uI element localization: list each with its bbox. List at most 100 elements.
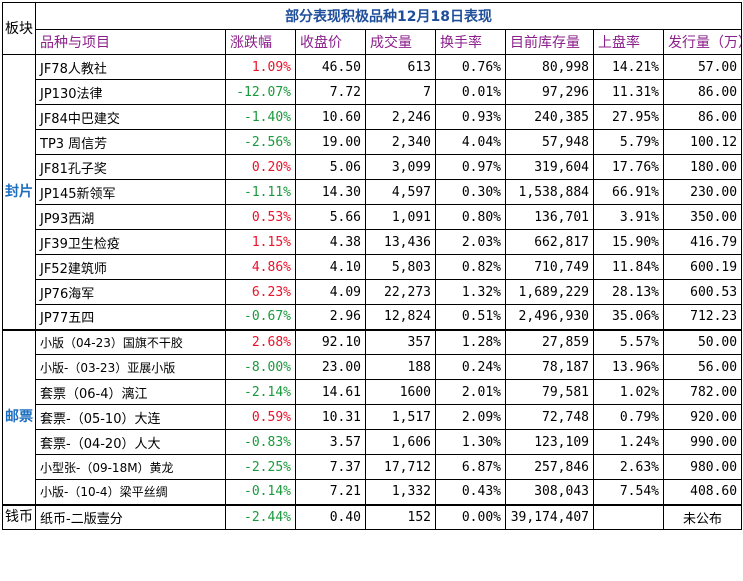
item-name: 小版-（03-23）亚展小版: [35, 354, 226, 380]
volume-cell: 613: [365, 54, 436, 80]
item-name: JP77五四: [35, 304, 226, 330]
turnover-cell: 0.80%: [435, 204, 506, 230]
item-name: 小版-（10-4）梁平丝绸: [35, 479, 226, 505]
issue-cell: 990.00: [662, 429, 743, 455]
change-cell: -8.00%: [225, 354, 296, 380]
stock-cell: 39,174,407: [505, 503, 594, 530]
item-name: JP76海军: [35, 279, 226, 305]
turnover-cell: 2.01%: [435, 379, 506, 405]
change-cell: 1.15%: [225, 229, 296, 255]
volume-cell: 1,517: [365, 404, 436, 430]
stock-cell: 72,748: [505, 404, 594, 430]
rate-cell: 15.90%: [593, 229, 664, 255]
turnover-cell: 0.00%: [435, 503, 506, 530]
item-name: JF52建筑师: [35, 254, 226, 280]
change-cell: -0.83%: [225, 429, 296, 455]
volume-cell: 13,436: [365, 229, 436, 255]
table-row: TP3 周信芳 -2.56% 19.00 2,340 4.04% 57,948 5.79% 1…: [3, 129, 743, 155]
rate-cell: [593, 503, 664, 530]
turnover-cell: 2.09%: [435, 404, 506, 430]
table-row: JP93西湖 0.53% 5.66 1,091 0.80% 136,701 3.91% 350…: [3, 204, 743, 230]
turnover-cell: 2.03%: [435, 229, 506, 255]
turnover-cell: 0.97%: [435, 154, 506, 180]
stock-cell: 1,538,884: [505, 179, 594, 205]
table-row: 钱币 纸币-二版壹分 -2.44% 0.40 152 0.00% 39,174,407 未公布: [2, 503, 743, 530]
table-row: 小版-（10-4）梁平丝绸 -0.14% 7.21 1,332 0.43% 308,043…: [3, 479, 743, 505]
item-name: JF78人教社: [35, 54, 226, 80]
rate-cell: 5.57%: [593, 328, 664, 355]
header-name: 品种与项目: [35, 29, 226, 55]
volume-cell: 1,332: [365, 479, 436, 505]
header-change: 涨跌幅: [225, 29, 296, 55]
issue-cell: 86.00: [662, 79, 743, 105]
header-close: 收盘价: [295, 29, 366, 55]
turnover-cell: 1.28%: [435, 328, 506, 355]
stock-cell: 319,604: [505, 154, 594, 180]
turnover-cell: 0.93%: [435, 104, 506, 130]
issue-cell: 50.00: [662, 328, 743, 355]
stock-cell: 79,581: [505, 379, 594, 405]
issue-cell: 712.23: [662, 304, 743, 330]
turnover-cell: 4.04%: [435, 129, 506, 155]
turnover-cell: 0.24%: [435, 354, 506, 380]
rate-cell: 7.54%: [593, 479, 664, 505]
table-row: JF81孔子奖 0.20% 5.06 3,099 0.97% 319,604 17.76% 1…: [3, 154, 743, 180]
turnover-cell: 0.43%: [435, 479, 506, 505]
stock-cell: 80,998: [505, 54, 594, 80]
item-name: JP93西湖: [35, 204, 226, 230]
section-label: 钱币: [2, 503, 36, 530]
issue-cell: 100.12: [662, 129, 743, 155]
issue-cell: 416.79: [662, 229, 743, 255]
rate-cell: 13.96%: [593, 354, 664, 380]
close-cell: 14.61: [295, 379, 366, 405]
close-cell: 4.10: [295, 254, 366, 280]
change-cell: -2.56%: [225, 129, 296, 155]
change-cell: 2.68%: [225, 328, 296, 355]
header-row: 品种与项目 涨跌幅 收盘价 成交量 换手率 目前库存量 上盘率 发行量（万）: [3, 29, 743, 55]
turnover-cell: 0.51%: [435, 304, 506, 330]
change-cell: 0.20%: [225, 154, 296, 180]
table-row: 小版-（03-23）亚展小版 -8.00% 23.00 188 0.24% 78,187 1…: [3, 354, 743, 380]
item-name: 小版（04-23）国旗不干胶: [35, 328, 226, 355]
issue-cell: 600.53: [662, 279, 743, 305]
change-cell: -1.40%: [225, 104, 296, 130]
volume-cell: 2,340: [365, 129, 436, 155]
table-row: JF52建筑师 4.86% 4.10 5,803 0.82% 710,749 11.84% 6…: [3, 254, 743, 280]
issue-cell: 408.60: [662, 479, 743, 505]
close-cell: 0.40: [295, 503, 366, 530]
table-row: 邮票 小版（04-23）国旗不干胶 2.68% 92.10 357 1.28% 27,859…: [2, 328, 743, 505]
close-cell: 10.60: [295, 104, 366, 130]
issue-cell: 600.19: [662, 254, 743, 280]
close-cell: 5.66: [295, 204, 366, 230]
close-cell: 7.37: [295, 454, 366, 480]
stock-cell: 1,689,229: [505, 279, 594, 305]
rate-cell: 5.79%: [593, 129, 664, 155]
volume-cell: 22,273: [365, 279, 436, 305]
volume-cell: 7: [365, 79, 436, 105]
section-label: 邮票: [2, 328, 36, 505]
change-cell: 4.86%: [225, 254, 296, 280]
issue-cell: 920.00: [662, 404, 743, 430]
volume-cell: 152: [365, 503, 436, 530]
volume-cell: 4,597: [365, 179, 436, 205]
stock-cell: 136,701: [505, 204, 594, 230]
table-row: JP130法律 -12.07% 7.72 7 0.01% 97,296 11.31% 86.0…: [3, 79, 743, 105]
close-cell: 4.38: [295, 229, 366, 255]
issue-cell: 180.00: [662, 154, 743, 180]
close-cell: 92.10: [295, 328, 366, 355]
volume-cell: 5,803: [365, 254, 436, 280]
rate-cell: 0.79%: [593, 404, 664, 430]
header-rate: 上盘率: [593, 29, 664, 55]
issue-cell: 980.00: [662, 454, 743, 480]
table-row: 封片 JF78人教社 1.09% 46.50 613 0.76% 80,998 14.21% 5…: [2, 54, 743, 330]
issue-cell: 57.00: [662, 54, 743, 80]
turnover-cell: 1.32%: [435, 279, 506, 305]
item-name: JP130法律: [35, 79, 226, 105]
rate-cell: 11.84%: [593, 254, 664, 280]
rate-cell: 1.24%: [593, 429, 664, 455]
stock-cell: 57,948: [505, 129, 594, 155]
close-cell: 3.57: [295, 429, 366, 455]
table-row: JP145新领军 -1.11% 14.30 4,597 0.30% 1,538,884 66…: [3, 179, 743, 205]
change-cell: -0.67%: [225, 304, 296, 330]
title-row: 板块 部分表现积极品种12月18日表现: [2, 2, 743, 55]
